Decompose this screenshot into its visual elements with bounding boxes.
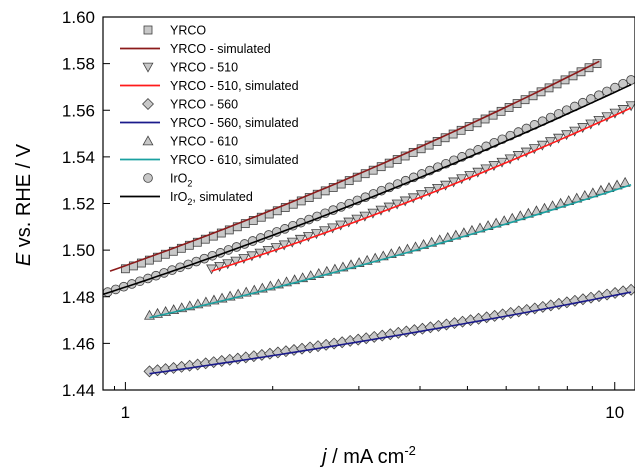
- legend-item: IrO2, simulated: [120, 190, 253, 207]
- data-point: [286, 237, 298, 248]
- legend-label: YRCO: [170, 24, 206, 38]
- y-tick-label: 1.56: [62, 101, 95, 120]
- x-tick-label: 10: [605, 403, 624, 422]
- data-point: [246, 251, 258, 262]
- y-axis-title: E vs. RHE / V: [13, 143, 35, 266]
- y-tick-label: 1.48: [62, 288, 95, 307]
- legend-label: YRCO - simulated: [170, 42, 271, 56]
- y-tick-label: 1.58: [62, 55, 95, 74]
- data-point: [222, 259, 234, 270]
- legend-label: IrO2, simulated: [170, 190, 253, 207]
- data-point: [423, 187, 435, 197]
- legend-label: YRCO - 510, simulated: [170, 79, 299, 93]
- data-point: [143, 309, 155, 320]
- legend-item: YRCO - 510: [142, 61, 238, 75]
- data-point: [335, 220, 347, 231]
- data-point: [214, 261, 226, 272]
- legend: YRCO YRCO - simulated YRCO - 510 YRCO - 510…: [120, 24, 299, 207]
- legend-item: YRCO - 560, simulated: [120, 116, 299, 130]
- legend-label: YRCO - 560, simulated: [170, 116, 299, 130]
- legend-label: YRCO - 510: [170, 61, 238, 75]
- axes: 1.44 1.46 1.48 1.50 1.52 1.54 1.56 1.58 1.60 1 10: [62, 8, 624, 422]
- series-markers-2: [143, 283, 635, 378]
- data-point: [254, 248, 266, 259]
- data-point: [310, 229, 322, 240]
- legend-label: YRCO - 610, simulated: [170, 153, 299, 167]
- series-line-1: [211, 107, 632, 272]
- data-point: [262, 245, 274, 256]
- data-point: [399, 196, 411, 207]
- plot-area: [103, 59, 635, 378]
- series-line-2: [149, 291, 632, 375]
- y-tick-label: 1.46: [62, 334, 95, 353]
- data-point: [302, 232, 314, 242]
- legend-label: YRCO - 560: [170, 98, 238, 112]
- legend-label: IrO2: [170, 172, 192, 189]
- data-point: [270, 243, 282, 254]
- y-tick-label: 1.60: [62, 8, 95, 27]
- series-line-3: [149, 184, 632, 319]
- data-point: [327, 223, 339, 234]
- y-tick-label: 1.50: [62, 241, 95, 260]
- legend-item: YRCO: [143, 24, 206, 38]
- x-tick-label: 1: [121, 403, 130, 422]
- data-point: [407, 193, 419, 204]
- y-tick-label: 1.54: [62, 148, 95, 167]
- legend-symbol: [143, 25, 153, 35]
- series-markers-0: [120, 59, 602, 274]
- data-point: [431, 183, 443, 194]
- data-point: [625, 101, 635, 112]
- series-line-4: [103, 83, 632, 296]
- legend-item: YRCO - simulated: [120, 42, 271, 56]
- data-point: [391, 199, 403, 210]
- data-point: [456, 174, 468, 185]
- legend-item: YRCO - 560: [142, 98, 238, 112]
- legend-symbol: [142, 98, 154, 110]
- data-point: [230, 256, 242, 267]
- data-point: [415, 190, 427, 201]
- y-tick-label: 1.44: [62, 381, 95, 400]
- y-tick-label: 1.52: [62, 195, 95, 214]
- data-point: [319, 226, 330, 237]
- data-point: [367, 208, 379, 219]
- data-point: [351, 214, 363, 225]
- legend-item: YRCO - 610, simulated: [120, 153, 299, 167]
- data-point: [488, 161, 500, 172]
- data-point: [359, 211, 371, 222]
- x-axis-title: j / mA cm-2: [319, 443, 416, 468]
- data-point: [626, 75, 635, 85]
- data-point: [294, 234, 306, 245]
- data-point: [375, 205, 387, 216]
- data-point: [383, 202, 395, 213]
- legend-item: YRCO - 510, simulated: [120, 79, 299, 93]
- legend-label: YRCO - 610: [170, 135, 238, 149]
- data-point: [238, 254, 250, 264]
- legend-symbol: [142, 135, 154, 146]
- data-point: [206, 264, 218, 275]
- legend-symbol: [142, 62, 154, 73]
- legend-item: IrO2: [143, 172, 192, 189]
- series-line-0: [109, 60, 600, 272]
- data-point: [278, 240, 290, 251]
- legend-item: YRCO - 610: [142, 135, 238, 149]
- legend-symbol: [143, 173, 153, 183]
- data-point: [343, 217, 355, 228]
- data-point: [440, 180, 452, 191]
